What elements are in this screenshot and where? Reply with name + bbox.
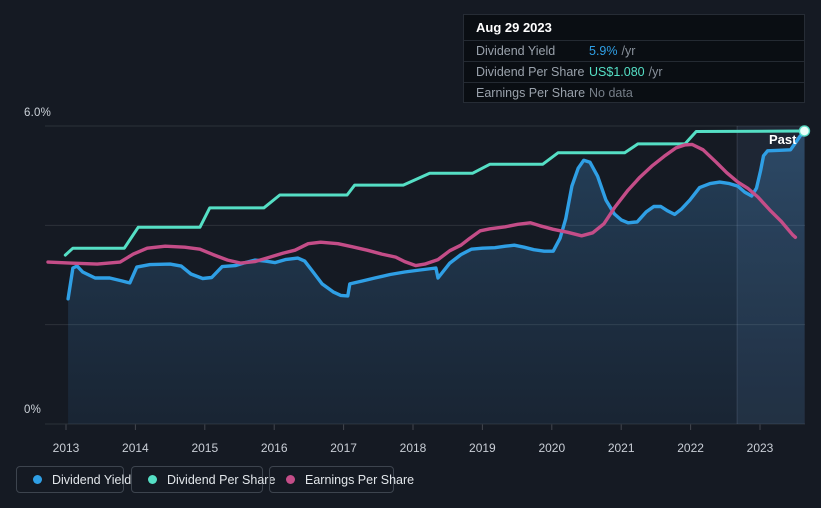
tooltip-row-label: Dividend Yield [476, 44, 556, 58]
legend-label: Dividend Yield [52, 472, 132, 487]
tooltip-row-unit: /yr [621, 44, 636, 58]
legend-label: Dividend Per Share [167, 472, 276, 487]
x-axis-label-2017: 2017 [330, 441, 357, 455]
legend-label: Earnings Per Share [305, 472, 415, 487]
tooltip: Aug 29 2023 Dividend Yield 5.9%/yr Dividen… [463, 14, 805, 103]
tooltip-date: Aug 29 2023 [476, 20, 552, 35]
x-axis-label-2014: 2014 [122, 441, 149, 455]
x-axis-label-2019: 2019 [469, 441, 496, 455]
legend-dot-icon [286, 475, 295, 484]
series-end-marker [798, 125, 811, 137]
legend-dot-icon [148, 475, 157, 484]
y-axis-label-min: 0% [24, 404, 42, 416]
past-label: Past [769, 132, 797, 147]
legend: Dividend Yield Dividend Per Share Earnings… [0, 466, 821, 494]
tooltip-row-value: 5.9% [589, 44, 618, 58]
tooltip-row-value: US$1.080 [589, 65, 645, 79]
legend-dot-icon [33, 475, 42, 484]
tooltip-row-dividend-yield: Dividend Yield 5.9%/yr [464, 40, 804, 61]
dividend-yield-area [68, 132, 805, 424]
tooltip-row-dividend-per-share: Dividend Per Share US$1.080/yr [464, 61, 804, 82]
tooltip-row-label: Dividend Per Share [476, 65, 585, 79]
x-axis-label-2022: 2022 [677, 441, 704, 455]
tooltip-rows: Dividend Yield 5.9%/yr Dividend Per Share U… [464, 40, 804, 103]
earnings-per-share-line [46, 142, 798, 268]
past-band [737, 125, 805, 424]
tooltip-row-earnings-per-share: Earnings Per Share No data [464, 82, 804, 103]
y-axis-label-max: 6.0% [24, 107, 52, 119]
x-axis-label-2018: 2018 [399, 441, 427, 455]
tooltip-row-label: Earnings Per Share [476, 86, 586, 100]
tooltip-row-unit: /yr [648, 65, 663, 79]
x-axis-label-2015: 2015 [191, 441, 219, 455]
x-axis-label-2020: 2020 [538, 441, 566, 455]
dividend-yield-line [66, 130, 807, 301]
dividend-per-share-line [63, 129, 806, 257]
x-axis-label-2016: 2016 [260, 441, 288, 455]
legend-toggle-earnings-per-share[interactable]: Earnings Per Share [269, 466, 414, 493]
x-axis-label-2021: 2021 [607, 441, 635, 455]
legend-toggle-dividend-per-share[interactable]: Dividend Per Share [131, 466, 275, 493]
legend-toggle-dividend-yield[interactable]: Dividend Yield [16, 466, 131, 493]
x-axis-label-2013: 2013 [52, 441, 80, 455]
x-axis-label-2023: 2023 [746, 441, 774, 455]
tooltip-row-value: No data [589, 86, 633, 100]
